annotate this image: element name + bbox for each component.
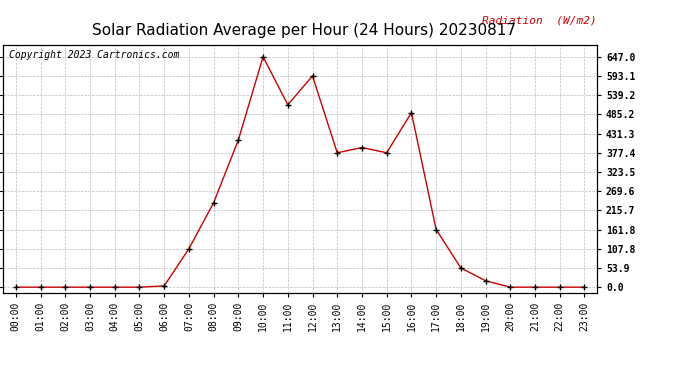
Text: Radiation  (W/m2): Radiation (W/m2) [482,15,597,25]
Text: Copyright 2023 Cartronics.com: Copyright 2023 Cartronics.com [10,50,180,60]
Text: Solar Radiation Average per Hour (24 Hours) 20230817: Solar Radiation Average per Hour (24 Hou… [92,22,515,38]
